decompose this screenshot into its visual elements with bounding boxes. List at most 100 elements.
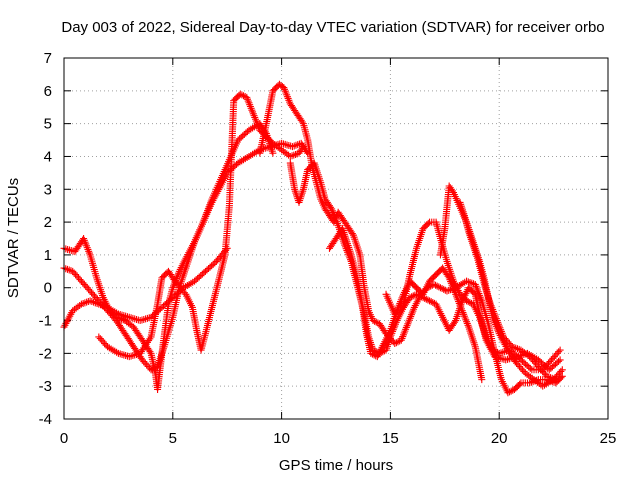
data-point [537, 366, 545, 374]
data-point [545, 359, 553, 367]
y-tick-label: 5 [44, 116, 52, 133]
data-point [92, 294, 100, 302]
data-point [96, 298, 104, 306]
data-point [501, 335, 509, 343]
data-point [552, 376, 560, 384]
data-point [545, 373, 553, 381]
data-point [288, 152, 296, 160]
data-point [555, 357, 563, 365]
data-point [176, 284, 184, 292]
series-track-h [382, 218, 564, 374]
data-point [65, 266, 73, 274]
x-tick-label: 15 [382, 430, 399, 447]
data-point [69, 267, 77, 275]
data-point [540, 369, 548, 377]
y-tick-label: -2 [39, 345, 52, 362]
data-point [557, 367, 565, 375]
data-point [83, 298, 91, 306]
data-point [292, 150, 300, 158]
data-point [510, 343, 518, 351]
data-point [426, 297, 434, 305]
data-point [392, 308, 400, 316]
series-track-e [256, 80, 566, 397]
data-point [178, 285, 186, 293]
data-point [81, 299, 89, 307]
data-point [297, 191, 305, 199]
data-point [63, 265, 71, 273]
data-point [138, 356, 146, 364]
data-point [83, 284, 91, 292]
data-point [552, 351, 560, 359]
data-point [543, 372, 551, 380]
data-point [236, 90, 244, 98]
chart-title: Day 003 of 2022, Sidereal Day-to-day VTE… [61, 19, 604, 36]
x-tick-labels: 0 5 10 15 20 25 [60, 430, 617, 447]
data-point [173, 280, 181, 288]
data-point [513, 359, 521, 367]
data-point [524, 351, 532, 359]
data-point [435, 283, 443, 291]
data-point [478, 376, 486, 384]
data-point [463, 297, 471, 305]
data-point [489, 346, 497, 354]
data-point [62, 265, 70, 273]
data-point [529, 356, 537, 364]
plot-frame [63, 57, 609, 420]
data-point [543, 361, 551, 369]
data-point [95, 297, 103, 305]
data-point [463, 277, 471, 285]
data-point [367, 349, 375, 357]
data-point [288, 143, 296, 151]
data-point [422, 295, 430, 303]
data-point [76, 276, 84, 284]
data-point [556, 346, 564, 354]
data-point [371, 317, 379, 325]
data-point [517, 364, 525, 372]
data-point [542, 362, 550, 370]
data-point [140, 358, 148, 366]
data-point [526, 364, 534, 372]
series-track-d [95, 90, 307, 361]
series-track-j [456, 198, 560, 384]
data-point [149, 365, 157, 373]
data-point [548, 374, 556, 382]
data-point [527, 354, 535, 362]
data-point [466, 298, 474, 306]
data-point [117, 315, 125, 323]
y-tick-label: 2 [44, 214, 52, 231]
data-point [290, 142, 298, 150]
data-point [530, 358, 538, 366]
data-point [179, 287, 187, 295]
data-point [101, 303, 109, 311]
data-point [85, 285, 93, 293]
data-point [88, 289, 96, 297]
data-point [433, 282, 441, 290]
data-point [86, 297, 94, 305]
y-tick-label: -1 [39, 313, 52, 330]
data-point [547, 374, 555, 382]
data-point [397, 303, 405, 311]
data-point [464, 298, 472, 306]
data-point [466, 278, 474, 286]
data-point [286, 152, 294, 160]
data-point [555, 369, 563, 377]
data-point [369, 317, 377, 325]
data-point [506, 388, 514, 396]
data-point [436, 284, 444, 292]
data-point [556, 356, 564, 364]
data-point [539, 367, 547, 375]
data-point [518, 366, 526, 374]
data-point [150, 364, 158, 372]
data-point [440, 285, 448, 293]
data-point [432, 281, 440, 289]
data-point [77, 277, 85, 285]
data-point [368, 350, 376, 358]
data-point [86, 287, 94, 295]
data-point [395, 305, 403, 313]
data-point [424, 219, 432, 227]
data-point [507, 387, 515, 395]
data-point [557, 374, 565, 382]
data-point [516, 362, 524, 370]
data-point [99, 302, 107, 310]
data-point [109, 313, 117, 321]
